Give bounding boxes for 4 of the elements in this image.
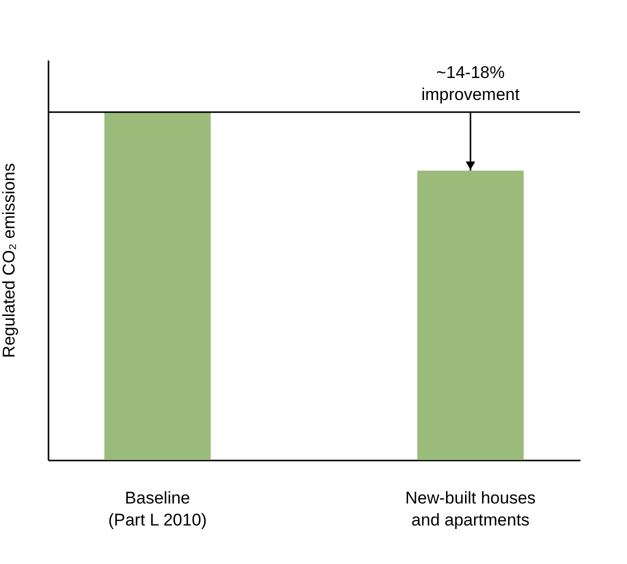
annotation: ~14-18% improvement: [421, 63, 520, 104]
x-tick-label: Baseline (Part L 2010): [108, 488, 207, 530]
y-axis-title: Regulated CO₂ emissions: [0, 163, 18, 358]
x-tick-label: New-built houses and apartments: [405, 488, 536, 530]
